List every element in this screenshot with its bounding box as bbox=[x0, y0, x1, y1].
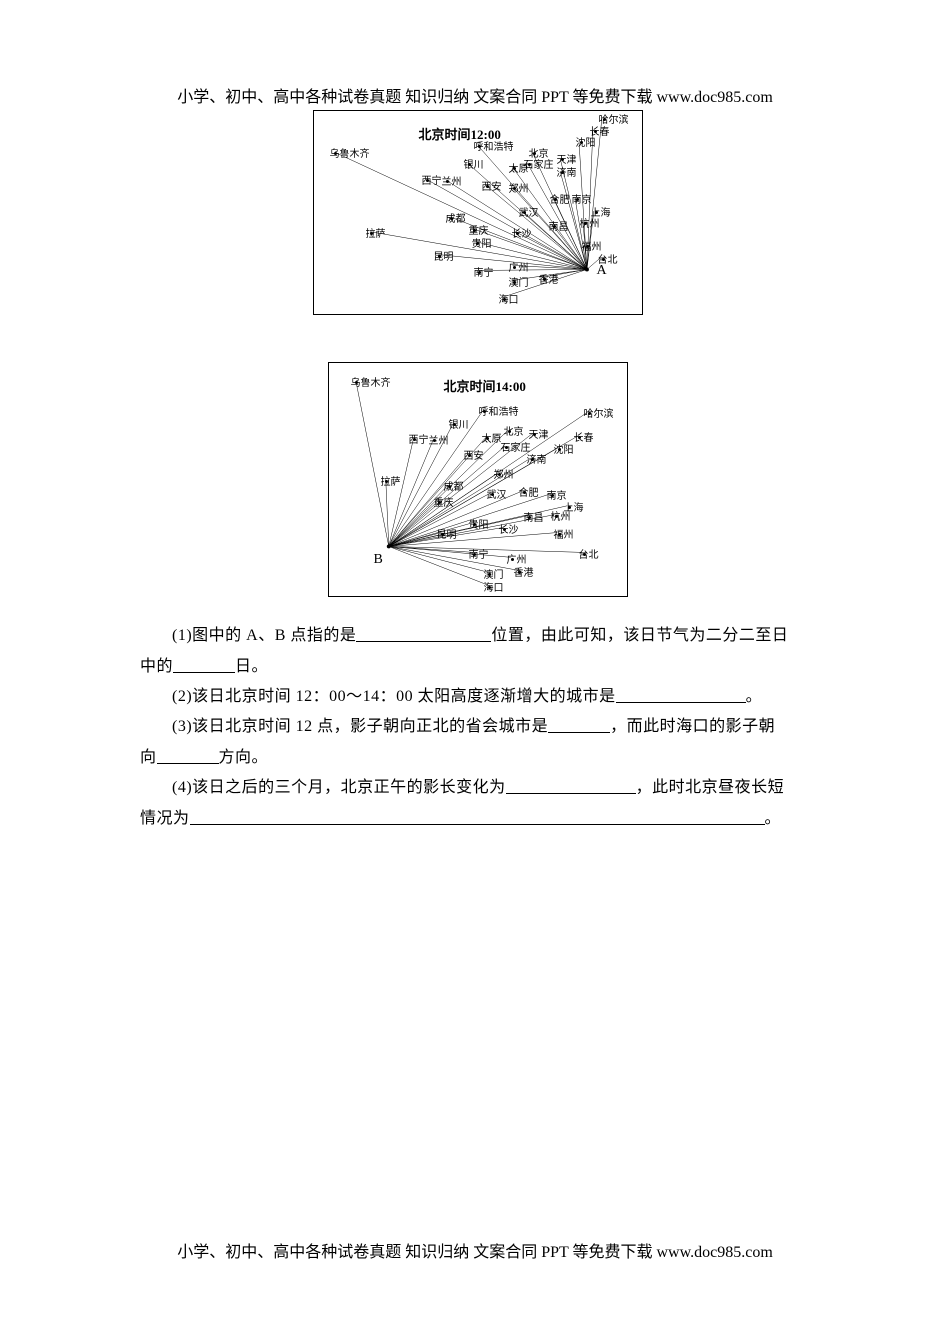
question-1-cont: 中的 日。 bbox=[140, 652, 815, 682]
q3-blank-1 bbox=[548, 716, 610, 734]
marker-label: A bbox=[597, 260, 607, 282]
city-label: 西宁 bbox=[422, 174, 442, 190]
q4-text-b: ，此时北京昼夜长短 bbox=[636, 779, 785, 796]
city-label: 石家庄 bbox=[524, 158, 554, 174]
city-label: 香港 bbox=[514, 566, 534, 582]
q2-text-b: 。 bbox=[746, 688, 763, 705]
city-label: 成都 bbox=[446, 212, 466, 228]
city-label: 南宁 bbox=[469, 548, 489, 564]
city-label: 北京 bbox=[504, 425, 524, 441]
question-3: (3)该日北京时间 12 点，影子朝向正北的省会城市是 ，而此时海口的影子朝 bbox=[140, 712, 815, 742]
q4-text-d: 。 bbox=[765, 810, 782, 827]
city-label: 济南 bbox=[557, 166, 577, 182]
q4-text-c: 情况为 bbox=[140, 810, 190, 827]
city-label: 兰州 bbox=[442, 175, 462, 191]
city-label: 西安 bbox=[482, 180, 502, 196]
q3-text-c: 向 bbox=[140, 749, 157, 766]
question-4-cont: 情况为 。 bbox=[140, 804, 815, 834]
city-label: 贵阳 bbox=[472, 237, 492, 253]
city-label: 拉萨 bbox=[366, 227, 386, 243]
q1-text-b: 位置，由此可知，该日节气为二分二至日 bbox=[491, 627, 788, 644]
diagram-14-container: 北京时间14:00 乌鲁木齐呼和浩特哈尔滨银川北京西宁兰州天津太原长春石家庄沈阳… bbox=[140, 354, 815, 606]
city-label: 成都 bbox=[444, 480, 464, 496]
diagram-12: 北京时间12:00 哈尔滨长春沈阳北京呼和浩特天津太原石家庄济南银川乌鲁木齐西宁… bbox=[313, 110, 643, 315]
diagram-12-container: 北京时间12:00 哈尔滨长春沈阳北京呼和浩特天津太原石家庄济南银川乌鲁木齐西宁… bbox=[140, 110, 815, 324]
q1-text-d: 日。 bbox=[235, 658, 268, 675]
q1-text-c: 中的 bbox=[140, 658, 173, 675]
city-label: 武汉 bbox=[519, 206, 539, 222]
city-label: 合肥 bbox=[519, 486, 539, 502]
city-label: 哈尔滨 bbox=[584, 407, 614, 423]
city-label: 福州 bbox=[554, 528, 574, 544]
question-3-cont: 向 方向。 bbox=[140, 743, 815, 773]
city-label: 贵阳 bbox=[469, 518, 489, 534]
city-label: 海口 bbox=[484, 581, 504, 597]
city-label: 昆明 bbox=[434, 250, 454, 266]
city-label: 乌鲁木齐 bbox=[351, 376, 391, 392]
q4-blank-1 bbox=[506, 777, 636, 795]
question-4: (4)该日之后的三个月，北京正午的影长变化为 ，此时北京昼夜长短 bbox=[140, 773, 815, 803]
city-label: 拉萨 bbox=[381, 475, 401, 491]
city-label: 长沙 bbox=[512, 227, 532, 243]
q3-blank-2 bbox=[157, 746, 219, 764]
city-label: 济南 bbox=[527, 453, 547, 469]
city-label: 太原 bbox=[482, 432, 502, 448]
city-label: 广州 bbox=[509, 261, 529, 277]
page-footer: 小学、初中、高中各种试卷真题 知识归纳 文案合同 PPT 等免费下载 www.d… bbox=[0, 1240, 950, 1266]
city-label: 杭州 bbox=[580, 217, 600, 233]
city-label: 西宁 bbox=[409, 433, 429, 449]
q1-blank-2 bbox=[173, 655, 235, 673]
city-label: 海口 bbox=[499, 293, 519, 309]
city-label: 郑州 bbox=[494, 468, 514, 484]
question-2: (2)该日北京时间 12：00～14：00 太阳高度逐渐增大的城市是 。 bbox=[140, 682, 815, 712]
city-label: 呼和浩特 bbox=[474, 140, 514, 156]
city-label: 银川 bbox=[464, 158, 484, 174]
city-label: 天津 bbox=[529, 428, 549, 444]
city-label: 乌鲁木齐 bbox=[330, 147, 370, 163]
city-label: 南昌 bbox=[549, 220, 569, 236]
city-label: 台北 bbox=[579, 548, 599, 564]
city-label: 武汉 bbox=[487, 488, 507, 504]
marker-label: B bbox=[374, 549, 383, 571]
q1-text-a: (1)图中的 A、B 点指的是 bbox=[172, 627, 356, 644]
q3-text-a: (3)该日北京时间 12 点，影子朝向正北的省会城市是 bbox=[172, 718, 548, 735]
city-label: 呼和浩特 bbox=[479, 405, 519, 421]
city-label: 沈阳 bbox=[576, 136, 596, 152]
question-block: (1)图中的 A、B 点指的是 位置，由此可知，该日节气为二分二至日 中的 日。 (… bbox=[140, 621, 815, 834]
question-1: (1)图中的 A、B 点指的是 位置，由此可知，该日节气为二分二至日 bbox=[140, 621, 815, 651]
city-label: 香港 bbox=[539, 273, 559, 289]
city-label: 沈阳 bbox=[554, 443, 574, 459]
q4-blank-2 bbox=[190, 807, 765, 825]
q4-text-a: (4)该日之后的三个月，北京正午的影长变化为 bbox=[172, 779, 506, 796]
page-header: 小学、初中、高中各种试卷真题 知识归纳 文案合同 PPT 等免费下载 www.d… bbox=[0, 85, 950, 111]
q2-blank-1 bbox=[616, 685, 746, 703]
city-label: 南宁 bbox=[474, 266, 494, 282]
city-label: 银川 bbox=[449, 418, 469, 434]
city-label: 昆明 bbox=[437, 528, 457, 544]
city-label: 南昌 bbox=[524, 511, 544, 527]
city-label: 重庆 bbox=[434, 496, 454, 512]
city-label: 南京 bbox=[572, 193, 592, 209]
q3-text-d: 方向。 bbox=[219, 749, 269, 766]
city-label: 长春 bbox=[574, 431, 594, 447]
city-label: 兰州 bbox=[429, 434, 449, 450]
q3-text-b: ，而此时海口的影子朝 bbox=[610, 718, 775, 735]
city-label: 西安 bbox=[464, 449, 484, 465]
q2-text-a: (2)该日北京时间 12：00～14：00 太阳高度逐渐增大的城市是 bbox=[172, 688, 616, 705]
city-label: 长沙 bbox=[499, 523, 519, 539]
city-label: 杭州 bbox=[551, 510, 571, 526]
city-label: 合肥 bbox=[550, 193, 570, 209]
q1-blank-1 bbox=[356, 625, 491, 643]
diagram-14: 北京时间14:00 乌鲁木齐呼和浩特哈尔滨银川北京西宁兰州天津太原长春石家庄沈阳… bbox=[328, 362, 628, 597]
city-label: 郑州 bbox=[509, 182, 529, 198]
city-label: 澳门 bbox=[509, 276, 529, 292]
